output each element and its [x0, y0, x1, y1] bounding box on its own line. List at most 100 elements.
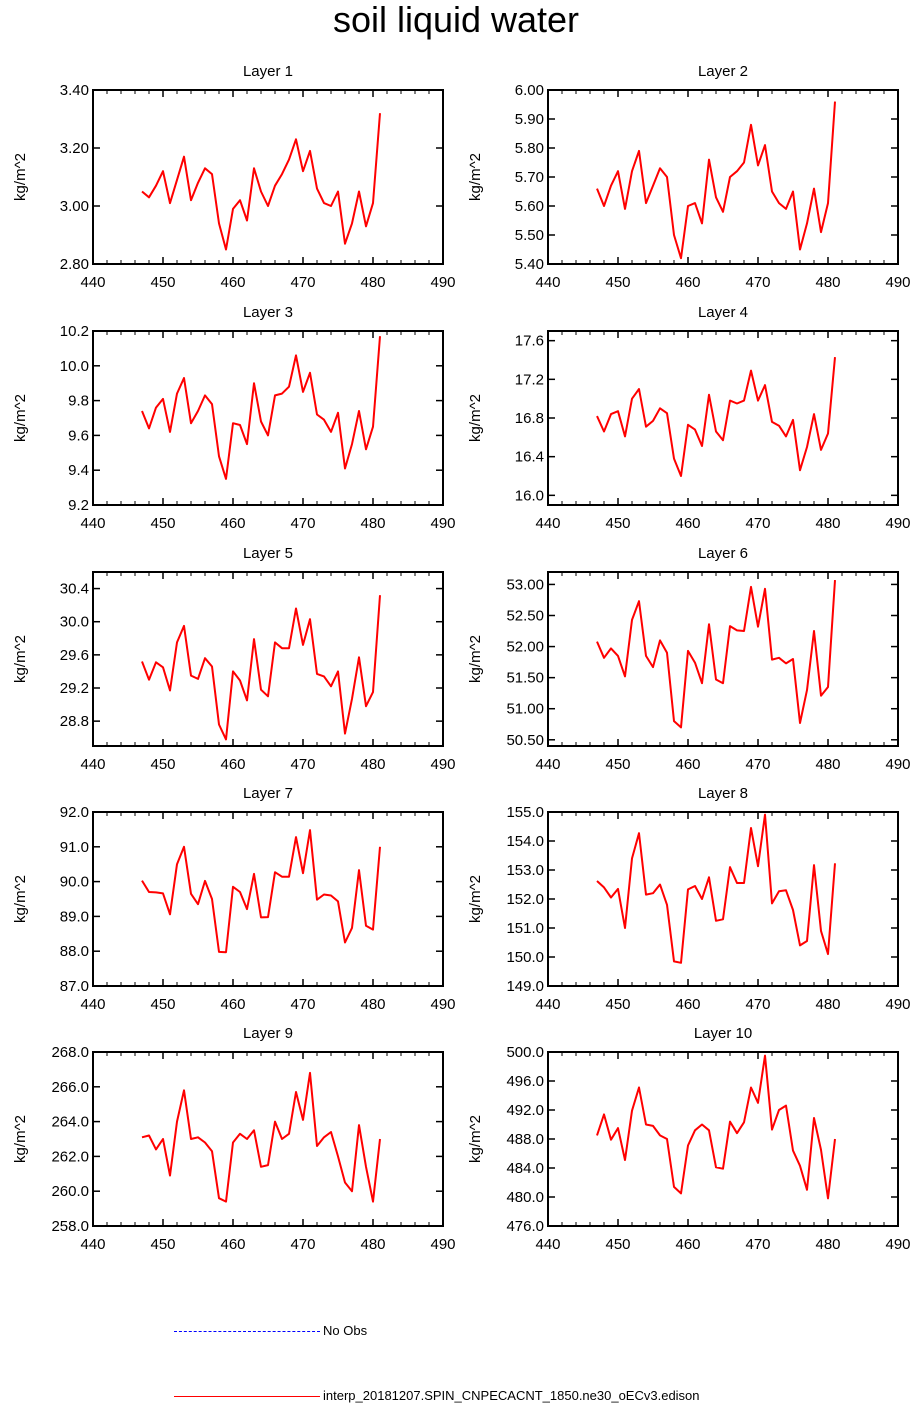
- series-line: [141, 595, 381, 741]
- y-tick-label: 5.90: [515, 111, 544, 128]
- y-tick-label: 484.0: [506, 1160, 544, 1177]
- x-tick-label: 470: [745, 1236, 770, 1253]
- series-line: [596, 1054, 836, 1200]
- y-tick-label: 9.4: [68, 462, 89, 479]
- x-tick-label: 460: [675, 756, 700, 773]
- x-tick-label: 450: [605, 1236, 630, 1253]
- x-tick-label: 470: [745, 515, 770, 532]
- chart-panel-3: Layer 3 kg/m^2 440 450 460 470 480 490 9.2 9.4 9.6…: [12, 304, 456, 532]
- x-tick-label: 490: [430, 756, 455, 773]
- chart-panel-5: Layer 5 kg/m^2 440 450 460 470 480 490 28.8 29.2 2…: [12, 545, 456, 773]
- x-tick-label: 450: [605, 515, 630, 532]
- y-tick-label: 29.2: [60, 680, 89, 697]
- x-tick-label: 490: [430, 1236, 455, 1253]
- x-tick-label: 460: [675, 515, 700, 532]
- x-tick-label: 460: [675, 1236, 700, 1253]
- y-tick-label: 476.0: [506, 1218, 544, 1235]
- chart-title: Layer 10: [694, 1025, 752, 1042]
- x-tick-label: 470: [290, 1236, 315, 1253]
- y-tick-label: 28.8: [60, 713, 89, 730]
- x-tick-label: 450: [150, 756, 175, 773]
- y-axis-label: kg/m^2: [12, 635, 29, 683]
- y-tick-label: 50.50: [506, 732, 544, 749]
- y-axis-label: kg/m^2: [467, 875, 484, 923]
- y-axis-label: kg/m^2: [12, 1115, 29, 1163]
- x-tick-label: 460: [220, 274, 245, 291]
- y-tick-label: 10.2: [60, 323, 89, 340]
- y-tick-label: 9.6: [68, 427, 89, 444]
- chart-panel-9: Layer 9 kg/m^2 440 450 460 470 480 490 258.0 260.…: [12, 1025, 456, 1253]
- y-tick-label: 5.70: [515, 169, 544, 186]
- x-tick-label: 460: [220, 1236, 245, 1253]
- legend-label-model-run: interp_20181207.SPIN_CNPECACNT_1850.ne30…: [323, 1388, 700, 1403]
- series-line: [141, 336, 381, 480]
- series-line: [141, 829, 381, 954]
- y-tick-label: 5.60: [515, 198, 544, 215]
- plot-frame: [547, 1051, 899, 1227]
- x-tick-label: 490: [885, 996, 910, 1013]
- series-line: [596, 101, 836, 260]
- chart-panel-7: Layer 7 kg/m^2 440 450 460 470 480 490 87.0 88.0 8…: [12, 785, 456, 1013]
- x-tick-label: 480: [360, 515, 385, 532]
- y-tick-label: 88.0: [60, 943, 89, 960]
- y-tick-label: 264.0: [51, 1114, 89, 1131]
- y-tick-label: 5.80: [515, 140, 544, 157]
- chart-title: Layer 7: [243, 785, 293, 802]
- x-tick-label: 450: [150, 274, 175, 291]
- y-tick-label: 480.0: [506, 1189, 544, 1206]
- plot-frame: [547, 811, 899, 987]
- y-tick-label: 150.0: [506, 949, 544, 966]
- y-tick-label: 492.0: [506, 1102, 544, 1119]
- x-tick-label: 440: [80, 996, 105, 1013]
- y-tick-label: 29.6: [60, 647, 89, 664]
- y-tick-label: 154.0: [506, 833, 544, 850]
- page-title: soil liquid water: [332, 0, 580, 40]
- y-tick-label: 500.0: [506, 1044, 544, 1061]
- y-axis-label: kg/m^2: [467, 394, 484, 442]
- y-tick-label: 16.0: [515, 487, 544, 504]
- x-tick-label: 450: [605, 274, 630, 291]
- y-tick-label: 260.0: [51, 1183, 89, 1200]
- x-tick-label: 470: [290, 274, 315, 291]
- x-tick-label: 470: [290, 515, 315, 532]
- y-tick-label: 53.00: [506, 576, 544, 593]
- x-tick-label: 440: [80, 515, 105, 532]
- chart-panel-6: Layer 6 kg/m^2 440 450 460 470 480 490 50.50 51.0…: [467, 545, 911, 773]
- y-tick-label: 16.4: [515, 449, 544, 466]
- x-tick-label: 450: [150, 1236, 175, 1253]
- plot-frame: [547, 330, 899, 506]
- y-tick-label: 258.0: [51, 1218, 89, 1235]
- chart-title: Layer 3: [243, 304, 293, 321]
- y-tick-label: 152.0: [506, 891, 544, 908]
- y-tick-label: 52.00: [506, 639, 544, 656]
- x-tick-label: 440: [535, 515, 560, 532]
- x-tick-label: 480: [815, 1236, 840, 1253]
- y-tick-label: 496.0: [506, 1073, 544, 1090]
- legend-label-no-obs: No Obs: [323, 1323, 368, 1338]
- y-tick-label: 9.8: [68, 393, 89, 410]
- y-tick-label: 10.0: [60, 358, 89, 375]
- x-tick-label: 480: [815, 515, 840, 532]
- y-tick-label: 89.0: [60, 908, 89, 925]
- legend-item-model-run: interp_20181207.SPIN_CNPECACNT_1850.ne30…: [0, 1385, 912, 1409]
- y-tick-label: 91.0: [60, 839, 89, 856]
- x-tick-label: 440: [535, 996, 560, 1013]
- chart-title: Layer 2: [698, 63, 748, 80]
- y-axis-label: kg/m^2: [12, 394, 29, 442]
- x-tick-label: 450: [150, 996, 175, 1013]
- chart-panel-2: Layer 2 kg/m^2 440 450 460 470 480 490 5.40 5.50 5…: [467, 63, 911, 291]
- charts-panel: Layer 1 kg/m^2 440 450 460 470 480 490 2.80 3.00 3…: [12, 63, 911, 1253]
- y-tick-label: 30.4: [60, 581, 89, 598]
- plot-frame: [92, 330, 444, 506]
- y-tick-label: 149.0: [506, 978, 544, 995]
- x-tick-label: 470: [290, 756, 315, 773]
- plot-frame: [92, 1051, 444, 1227]
- y-tick-label: 51.50: [506, 670, 544, 687]
- y-tick-label: 266.0: [51, 1079, 89, 1096]
- y-tick-label: 17.6: [515, 333, 544, 350]
- x-tick-label: 460: [220, 756, 245, 773]
- x-tick-label: 460: [675, 274, 700, 291]
- x-tick-label: 470: [745, 996, 770, 1013]
- y-tick-label: 155.0: [506, 804, 544, 821]
- series-line: [596, 357, 836, 477]
